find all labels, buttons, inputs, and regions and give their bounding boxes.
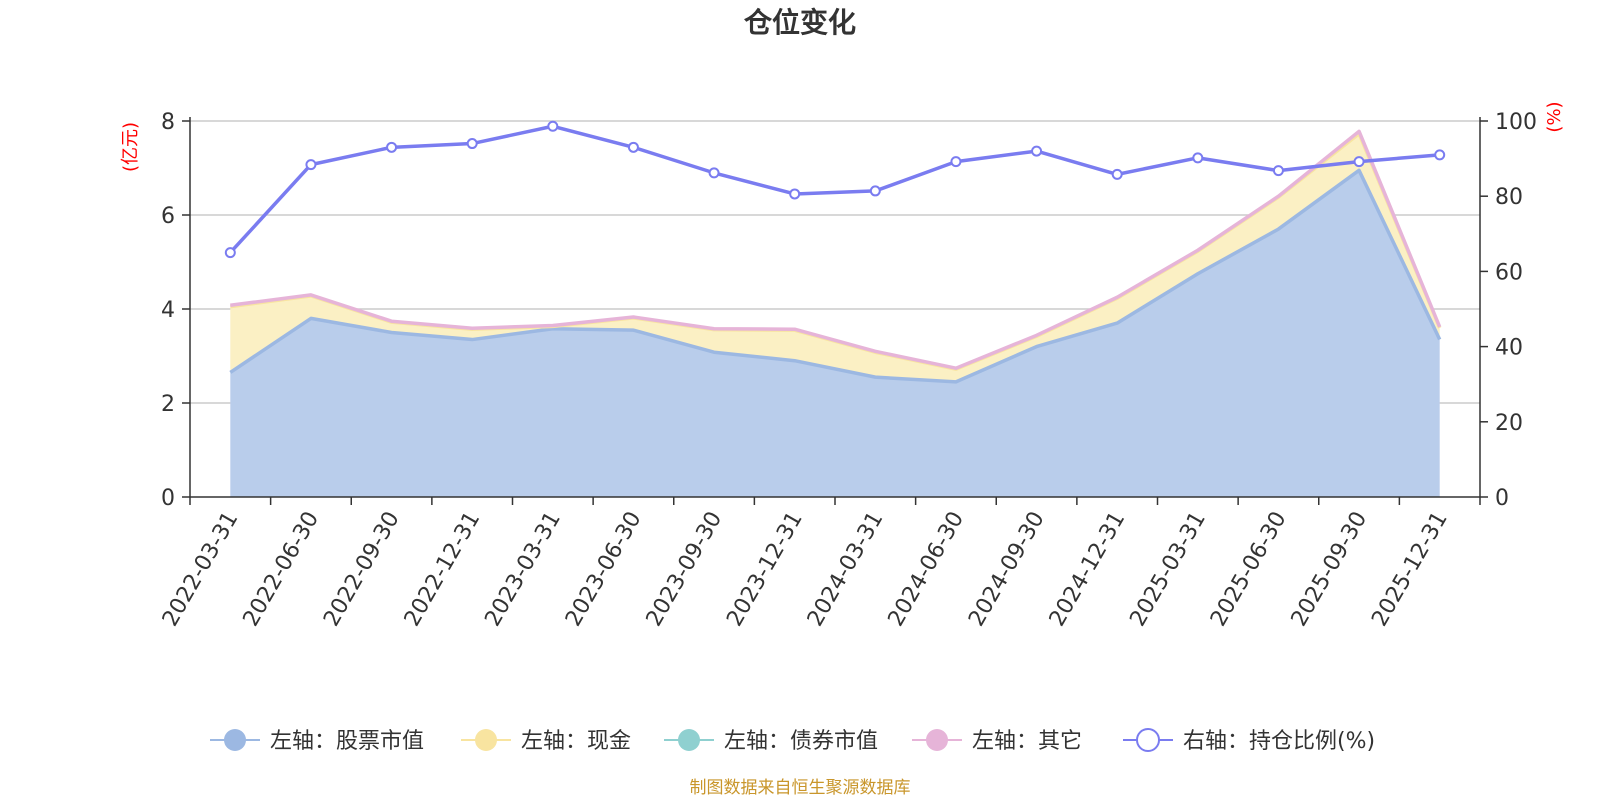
source-note: 制图数据来自恒生聚源数据库	[690, 778, 911, 798]
right-tick-label-20: 20	[1495, 411, 1523, 436]
legend-marker-2	[678, 729, 700, 751]
legend-marker-0	[224, 729, 246, 751]
ratio-point-2023-06-30	[627, 141, 639, 153]
x-tick-label-2024-03-31: 2024-03-31	[803, 508, 889, 631]
right-tick-label-40: 40	[1495, 336, 1523, 361]
x-tick-label-2025-12-31: 2025-12-31	[1367, 508, 1453, 631]
ratio-point-2024-06-30	[950, 156, 962, 168]
area-line-series-3	[230, 129, 1442, 370]
legend-marker-3	[926, 729, 948, 751]
ratio-point-2023-09-30	[708, 167, 720, 179]
ratio-point-2023-03-31	[547, 120, 559, 132]
x-tick-label-2025-06-30: 2025-06-30	[1206, 508, 1292, 631]
left-axis-unit: (亿元)	[120, 122, 141, 172]
x-tick-label-2023-12-31: 2023-12-31	[722, 508, 808, 631]
ratio-point-2025-09-30	[1353, 156, 1365, 168]
x-tick-label-2025-09-30: 2025-09-30	[1287, 508, 1373, 631]
ratio-line-group	[224, 120, 1446, 259]
legend-label-1: 左轴：现金	[521, 729, 631, 754]
legend-marker-1	[475, 729, 497, 751]
x-tick-label-2022-03-31: 2022-03-31	[158, 508, 244, 631]
x-tick-label-2024-12-31: 2024-12-31	[1045, 508, 1131, 631]
x-tick-label-2024-06-30: 2024-06-30	[884, 508, 970, 631]
ratio-point-2025-12-31	[1434, 149, 1446, 161]
left-tick-label-8: 8	[161, 110, 175, 135]
x-tick-label-2023-03-31: 2023-03-31	[480, 508, 566, 631]
x-tick-label-2025-03-31: 2025-03-31	[1125, 508, 1211, 631]
legend-label-3: 左轴：其它	[972, 729, 1082, 754]
x-tick-label-2023-09-30: 2023-09-30	[642, 508, 728, 631]
x-tick-label-2022-09-30: 2022-09-30	[319, 508, 405, 631]
right-tick-label-60: 60	[1495, 260, 1523, 285]
x-tick-label-2023-06-30: 2023-06-30	[561, 508, 647, 631]
ratio-point-2022-09-30	[386, 141, 398, 153]
ratio-point-2022-03-31	[224, 247, 236, 259]
ratio-point-2025-03-31	[1192, 152, 1204, 164]
legend-label-0: 左轴：股票市值	[270, 729, 424, 754]
stacked-areas	[229, 129, 1442, 497]
legend-label-2: 左轴：债券市值	[724, 729, 878, 754]
area-line-series-0	[229, 168, 1442, 384]
chart-title: 仓位变化	[744, 6, 856, 39]
left-tick-label-2: 2	[161, 392, 175, 417]
x-tick-label-2022-12-31: 2022-12-31	[400, 508, 486, 631]
ratio-line	[229, 124, 1440, 254]
right-axis-unit: (%)	[1544, 101, 1565, 132]
area-fill-series-1	[230, 133, 1440, 382]
ratio-point-2025-06-30	[1272, 165, 1284, 177]
right-tick-label-100: 100	[1495, 110, 1537, 135]
legend-label-4: 右轴：持仓比例(%)	[1183, 729, 1375, 754]
ratio-point-2024-12-31	[1111, 168, 1123, 180]
left-tick-label-6: 6	[161, 204, 175, 229]
x-tick-label-2022-06-30: 2022-06-30	[239, 508, 325, 631]
right-tick-label-0: 0	[1495, 486, 1509, 511]
left-tick-label-0: 0	[161, 486, 175, 511]
ratio-point-2022-06-30	[305, 159, 317, 171]
ratio-point-2023-12-31	[789, 188, 801, 200]
x-tick-label-2024-09-30: 2024-09-30	[964, 508, 1050, 631]
ratio-point-2024-03-31	[869, 185, 881, 197]
left-tick-label-4: 4	[161, 298, 175, 323]
ratio-point-2022-12-31	[466, 138, 478, 150]
legend-marker-4	[1136, 728, 1160, 752]
ratio-point-2024-09-30	[1031, 145, 1043, 157]
legend: 左轴：股票市值 左轴：现金 左轴：债券市值 左轴：其它 右轴：持仓比例(%)	[210, 728, 1375, 754]
area-fill-series-0	[230, 170, 1440, 497]
right-tick-label-80: 80	[1495, 185, 1523, 210]
